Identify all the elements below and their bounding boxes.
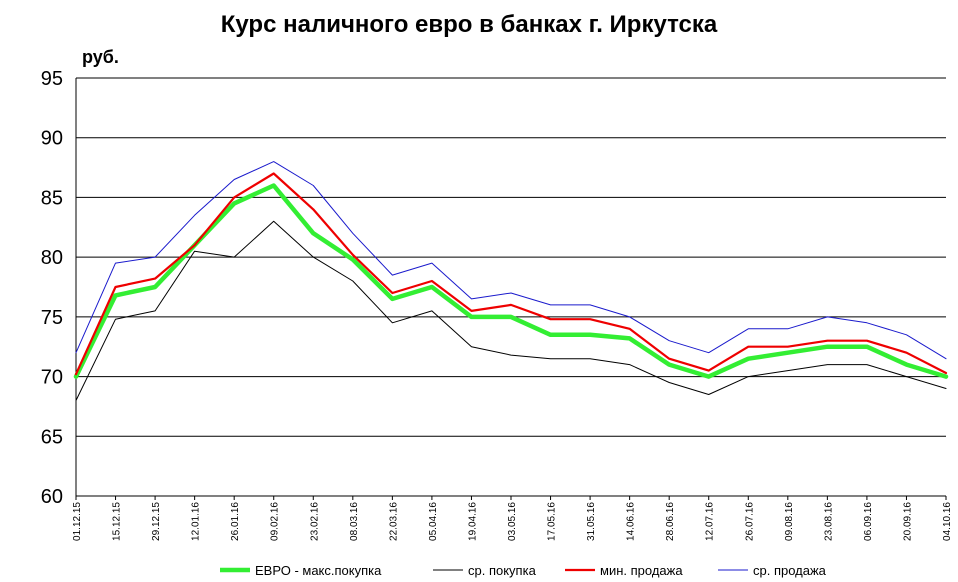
x-tick-label: 17.05.16 bbox=[547, 502, 558, 541]
chart-title: Курс наличного евро в банках г. Иркутска bbox=[221, 11, 718, 38]
y-tick-label: 65 bbox=[41, 426, 63, 448]
series-line-4 bbox=[75, 161, 947, 360]
x-tick-label: 03.05.16 bbox=[507, 502, 518, 541]
x-tick-label: 14.06.16 bbox=[626, 502, 637, 541]
legend-label-2: ср. покупка bbox=[468, 563, 537, 578]
y-tick-label: 85 bbox=[41, 187, 63, 209]
x-tick-label: 04.10.16 bbox=[942, 502, 953, 541]
x-tick-label: 22.03.16 bbox=[388, 502, 399, 541]
legend-label-1: ЕВРО - макс.покупка bbox=[255, 563, 382, 578]
x-tick-label: 12.07.16 bbox=[705, 502, 716, 541]
x-tick-label: 19.04.16 bbox=[467, 502, 478, 541]
x-tick-label: 28.06.16 bbox=[665, 502, 676, 541]
x-tick-label: 23.08.16 bbox=[823, 502, 834, 541]
x-tick-label: 05.04.16 bbox=[428, 502, 439, 541]
x-tick-label: 09.08.16 bbox=[784, 502, 795, 541]
x-tick-label: 08.03.16 bbox=[349, 502, 360, 541]
x-tick-label: 31.05.16 bbox=[586, 502, 597, 541]
y-tick-label: 75 bbox=[41, 307, 63, 329]
x-tick-label: 09.02.16 bbox=[270, 502, 281, 541]
y-tick-label: 95 bbox=[41, 68, 63, 90]
x-tick-label: 06.09.16 bbox=[863, 502, 874, 541]
y-tick-label: 70 bbox=[41, 367, 63, 389]
legend-label-3: мин. продажа bbox=[600, 563, 683, 578]
y-tick-label: 80 bbox=[41, 247, 63, 269]
plot-area: 60 65 70 75 80 85 90 95 01.12.15 15.12.15 29.12.15… bbox=[41, 68, 953, 541]
x-tick-label: 01.12.15 bbox=[72, 502, 83, 541]
series-line-1 bbox=[73, 183, 949, 379]
x-tick-label: 29.12.15 bbox=[151, 502, 162, 541]
x-tick-label: 26.07.16 bbox=[744, 502, 755, 541]
y-tick-label: 90 bbox=[41, 128, 63, 150]
legend-label-4: ср. продажа bbox=[753, 563, 827, 578]
series-line-3 bbox=[74, 172, 948, 376]
x-tick-label: 12.01.16 bbox=[191, 502, 202, 541]
x-tick-label: 23.02.16 bbox=[309, 502, 320, 541]
x-tick-label: 20.09.16 bbox=[902, 502, 913, 541]
x-tick-label: 26.01.16 bbox=[230, 502, 241, 541]
series-line-2 bbox=[75, 220, 947, 401]
legend: ЕВРО - макс.покупка ср. покупка мин. прода… bbox=[220, 563, 827, 578]
x-tick-label: 15.12.15 bbox=[112, 502, 123, 541]
unit-label: руб. bbox=[82, 47, 119, 67]
y-tick-label: 60 bbox=[41, 486, 63, 508]
